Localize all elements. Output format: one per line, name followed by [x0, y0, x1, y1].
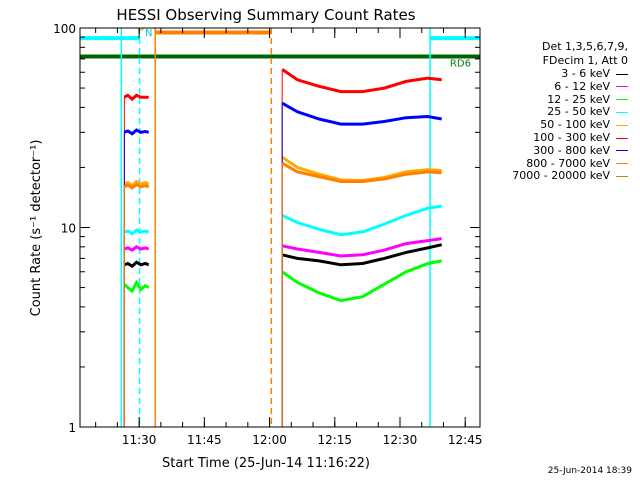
legend-label: 25 - 50 keV — [547, 105, 610, 119]
series-5-segment-0 — [123, 93, 149, 102]
legend-label: 800 - 7000 keV — [526, 156, 610, 170]
annotation-2: RD6 — [450, 59, 471, 70]
series-4-segment-0 — [123, 179, 150, 188]
legend-label: 7000 - 20000 keV — [512, 169, 610, 183]
legend-swatch — [616, 150, 628, 152]
chart-axes: 1 10 100 11:30 11:45 12:00 12:15 12:30 12:45 — [53, 22, 482, 447]
series-1-segment-0 — [123, 245, 150, 252]
legend-swatch — [616, 175, 628, 177]
x-axis-label: Start Time (25-Jun-14 11:16:22) — [162, 456, 370, 471]
x-tick-label: 11:30 — [122, 433, 157, 447]
series-7-segment-0 — [123, 182, 150, 190]
legend-item: 7000 - 20000 keV — [512, 169, 628, 182]
series-1-segment-1 — [281, 237, 442, 258]
y-axis-label: Count Rate (s⁻¹ detector⁻¹) — [29, 140, 44, 317]
y-tick-label: 1 — [68, 421, 76, 435]
x-tick-label: 12:00 — [252, 433, 287, 447]
legend-item: 300 - 800 keV — [533, 144, 628, 157]
legend-label: 300 - 800 keV — [533, 143, 610, 157]
series-5-segment-1 — [281, 68, 442, 94]
legend-swatch — [616, 111, 628, 113]
legend-swatch — [616, 73, 628, 75]
legend-item: 800 - 7000 keV — [526, 157, 628, 170]
series-4-segment-1 — [281, 155, 442, 183]
annotation-0: S — [138, 23, 144, 34]
legend-header-line-2: FDecim 1, Att 0 — [542, 54, 628, 67]
chart-marks: SN RD6 RD6 — [80, 23, 504, 427]
legend-label: 3 - 6 keV — [561, 67, 610, 80]
series-3-segment-1 — [281, 204, 442, 237]
legend-item: 12 - 25 keV — [547, 93, 628, 106]
x-tick-label: 12:15 — [317, 433, 352, 447]
series-2-segment-0 — [123, 279, 150, 294]
legend-header-line-1: Det 1,3,5,6,7,9, — [541, 40, 628, 53]
legend-swatch — [616, 86, 628, 88]
legend-swatch — [616, 124, 628, 126]
annotation-3: RD6 — [483, 47, 504, 58]
legend-item: 25 - 50 keV — [547, 105, 628, 118]
legend-label: 100 - 300 keV — [533, 131, 610, 144]
legend-label: 12 - 25 keV — [547, 92, 610, 106]
series-6-segment-0 — [123, 128, 150, 136]
legend-swatch — [616, 99, 628, 101]
chart-title: HESSI Observing Summary Count Rates — [116, 6, 415, 24]
legend-item: 3 - 6 keV — [561, 67, 628, 80]
legend-item: 100 - 300 keV — [533, 131, 628, 144]
legend-swatch — [616, 137, 628, 139]
footer-timestamp: 25-Jun-2014 18:39 — [547, 466, 632, 476]
y-tick-label: 10 — [61, 222, 76, 236]
series-2-segment-1 — [281, 259, 442, 303]
x-tick-label: 11:45 — [187, 433, 222, 447]
legend-label: 50 - 100 keV — [540, 118, 610, 132]
series-0-segment-1 — [281, 243, 443, 267]
plot-frame — [79, 27, 481, 428]
legend-item: 50 - 100 keV — [540, 118, 628, 131]
legend-label: 6 - 12 keV — [554, 79, 610, 93]
series-0-segment-0 — [123, 260, 150, 269]
x-tick-label: 12:30 — [383, 433, 418, 447]
y-tick-label: 100 — [53, 22, 76, 36]
series-6-segment-1 — [281, 101, 442, 126]
legend-item: 6 - 12 keV — [554, 80, 628, 93]
legend-swatch — [616, 163, 628, 165]
annotation-1: N — [145, 28, 152, 39]
series-7-segment-1 — [281, 161, 442, 183]
series-3-segment-0 — [123, 228, 150, 236]
x-tick-label: 12:45 — [448, 433, 483, 447]
